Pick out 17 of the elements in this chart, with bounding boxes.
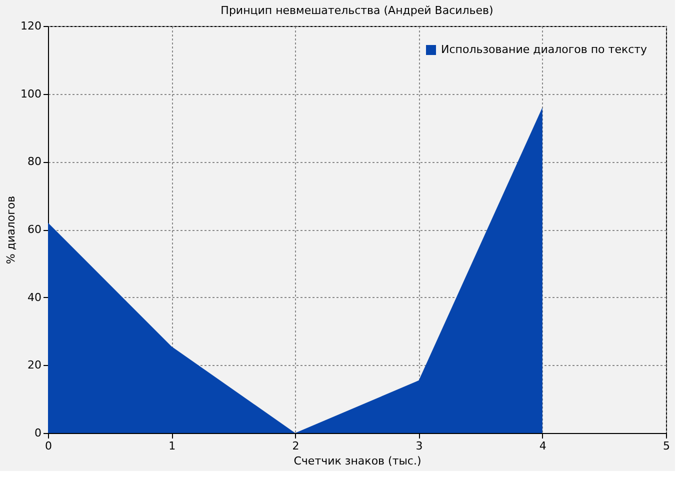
x-tick-label: 4 <box>539 440 546 452</box>
y-tick-label: 0 <box>34 426 42 440</box>
y-tick-label: 80 <box>28 155 42 168</box>
chart-title: Принцип невмешательства (Андрей Васильев) <box>220 4 494 17</box>
y-tick-label: 20 <box>28 358 42 372</box>
y-tick-label: 120 <box>20 20 42 32</box>
x-tick-label: 3 <box>416 440 423 452</box>
x-tick-label: 5 <box>663 440 670 452</box>
x-axis-title: Счетчик знаков (тыс.) <box>294 454 422 468</box>
y-tick-label: 60 <box>28 223 42 236</box>
legend-label: Использование диалогов по тексту <box>441 43 648 56</box>
y-tick-label: 40 <box>28 290 42 304</box>
x-tick-label: 1 <box>168 440 176 452</box>
x-tick-label: 0 <box>45 440 52 452</box>
x-tick-label: 2 <box>292 440 300 452</box>
y-tick-label: 100 <box>20 87 42 100</box>
y-axis-title: % диалогов <box>4 196 18 264</box>
